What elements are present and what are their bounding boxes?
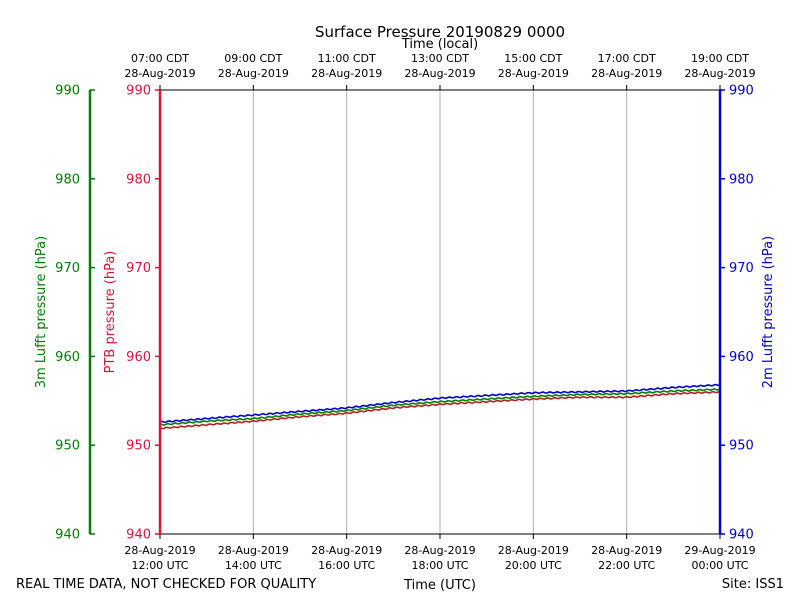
- inner-left-axis-label: PTB pressure (hPa): [103, 251, 118, 374]
- outer-left-tick-label: 990: [55, 84, 80, 99]
- top-tick-time: 07:00 CDT: [131, 52, 189, 65]
- series-lines: [159, 383, 721, 430]
- right-tick-label: 960: [729, 350, 754, 365]
- bottom-tick-time: 20:00 UTC: [505, 559, 562, 572]
- chart-title: Surface Pressure 20190829 0000: [315, 23, 565, 41]
- axis-ticks: 940 940 940 950 950 950 960 960 960 970 970 970 980 9…: [55, 52, 755, 572]
- site-label: Site: ISS1: [722, 577, 784, 592]
- top-tick-date: 28-Aug-2019: [591, 67, 662, 80]
- series-line-3m-lufft-pressure: [159, 388, 721, 426]
- outer-left-tick-label: 980: [55, 172, 80, 187]
- top-tick-time: 09:00 CDT: [224, 52, 282, 65]
- bottom-tick-time: 18:00 UTC: [411, 559, 468, 572]
- plot-frame: [88, 89, 722, 535]
- bottom-tick-time: 16:00 UTC: [318, 559, 375, 572]
- bottom-tick-date: 28-Aug-2019: [404, 544, 475, 557]
- inner-left-tick-label: 980: [126, 172, 151, 187]
- bottom-tick-time: 00:00 UTC: [691, 559, 748, 572]
- outer-left-tick-label: 970: [55, 261, 80, 276]
- grid-lines: [252, 90, 628, 534]
- bottom-tick-date: 28-Aug-2019: [218, 544, 289, 557]
- right-axis-label: 2m Lufft pressure (hPa): [761, 236, 776, 388]
- top-tick-date: 28-Aug-2019: [498, 67, 569, 80]
- bottom-tick-time: 22:00 UTC: [598, 559, 655, 572]
- outer-left-tick-label: 950: [55, 439, 80, 454]
- inner-left-tick-label: 940: [126, 528, 151, 543]
- bottom-tick-date: 28-Aug-2019: [591, 544, 662, 557]
- right-tick-label: 990: [729, 84, 754, 99]
- top-axis-label: Time (local): [401, 37, 478, 52]
- bottom-tick-date: 29-Aug-2019: [684, 544, 755, 557]
- top-tick-date: 28-Aug-2019: [684, 67, 755, 80]
- bottom-tick-date: 28-Aug-2019: [498, 544, 569, 557]
- top-tick-time: 17:00 CDT: [598, 52, 656, 65]
- right-tick-label: 970: [729, 261, 754, 276]
- inner-left-tick-label: 990: [126, 84, 151, 99]
- bottom-tick-date: 28-Aug-2019: [124, 544, 195, 557]
- bottom-tick-time: 14:00 UTC: [225, 559, 282, 572]
- top-tick-time: 19:00 CDT: [691, 52, 749, 65]
- bottom-axis-label: Time (UTC): [403, 578, 476, 593]
- top-tick-date: 28-Aug-2019: [404, 67, 475, 80]
- top-tick-time: 15:00 CDT: [504, 52, 562, 65]
- right-tick-label: 940: [729, 528, 754, 543]
- bottom-tick-time: 12:00 UTC: [131, 559, 188, 572]
- bottom-tick-date: 28-Aug-2019: [311, 544, 382, 557]
- series-line-2m-lufft-pressure: [159, 383, 721, 424]
- right-tick-label: 980: [729, 172, 754, 187]
- series-line-ptb-pressure: [159, 390, 721, 430]
- inner-left-tick-label: 960: [126, 350, 151, 365]
- outer-left-axis-label: 3m Lufft pressure (hPa): [34, 236, 49, 388]
- outer-left-tick-label: 940: [55, 528, 80, 543]
- top-tick-time: 13:00 CDT: [411, 52, 469, 65]
- top-tick-date: 28-Aug-2019: [311, 67, 382, 80]
- right-tick-label: 950: [729, 439, 754, 454]
- inner-left-tick-label: 970: [126, 261, 151, 276]
- top-tick-date: 28-Aug-2019: [124, 67, 195, 80]
- outer-left-tick-label: 960: [55, 350, 80, 365]
- inner-left-tick-label: 950: [126, 439, 151, 454]
- quality-disclaimer: REAL TIME DATA, NOT CHECKED FOR QUALITY: [16, 577, 316, 592]
- top-tick-date: 28-Aug-2019: [218, 67, 289, 80]
- top-tick-time: 11:00 CDT: [318, 52, 376, 65]
